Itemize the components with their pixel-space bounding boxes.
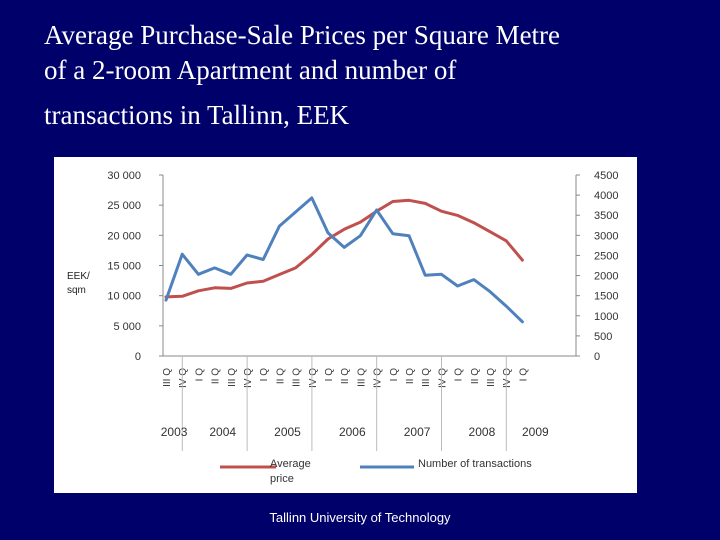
right-tick-label: 500 — [594, 331, 612, 343]
quarter-tick-label: II Q — [340, 368, 351, 384]
y-axis-label-line-2: sqm — [67, 285, 86, 296]
right-tick-label: 4500 — [594, 170, 618, 182]
footer-credit: Tallinn University of Technology — [269, 510, 451, 525]
quarter-tick-label: I Q — [518, 368, 529, 382]
left-tick-label: 10 000 — [107, 291, 141, 303]
year-label: 2007 — [404, 425, 431, 439]
quarter-tick-label: III Q — [292, 368, 303, 387]
legend-label-average-price-cont: price — [270, 473, 294, 485]
quarter-tick-label: III Q — [227, 368, 238, 387]
right-tick-label: 1000 — [594, 311, 618, 323]
title-line-3: transactions in Tallinn, EEK — [44, 100, 350, 130]
quarter-tick-label: I Q — [259, 368, 270, 382]
quarter-tick-label: I Q — [324, 368, 335, 382]
right-tick-label: 0 — [594, 351, 600, 363]
quarter-tick-label: IV Q — [178, 368, 189, 388]
quarter-tick-label: IV Q — [308, 368, 319, 388]
left-tick-label: 25 000 — [107, 200, 141, 212]
year-label: 2003 — [161, 425, 188, 439]
right-tick-label: 1500 — [594, 291, 618, 303]
year-label: 2008 — [469, 425, 496, 439]
left-tick-label: 5 000 — [113, 321, 141, 333]
slide-title: Average Purchase-Sale Prices per Square … — [44, 18, 704, 133]
quarter-tick-label: III Q — [486, 368, 497, 387]
quarter-tick-label: III Q — [421, 368, 432, 387]
right-tick-label: 3000 — [594, 230, 618, 242]
right-tick-label: 3500 — [594, 210, 618, 222]
right-tick-label: 2500 — [594, 250, 618, 262]
title-line-2: of a 2-room Apartment and number of — [44, 55, 457, 85]
transactions-line — [164, 196, 524, 324]
left-tick-label: 0 — [135, 351, 141, 363]
quarter-tick-label: III Q — [356, 368, 367, 387]
quarter-tick-label: II Q — [211, 368, 222, 384]
right-tick-label: 4000 — [594, 190, 618, 202]
title-line-1: Average Purchase-Sale Prices per Square … — [44, 20, 561, 50]
chart-area: 30 000 25 000 20 000 15 000 10 000 5 000 0 4500… — [54, 157, 637, 493]
left-tick-label: 15 000 — [107, 261, 141, 273]
quarter-tick-label: IV Q — [243, 368, 254, 388]
price-transactions-chart: 30 000 25 000 20 000 15 000 10 000 5 000 0 4500… — [67, 170, 618, 485]
year-label: 2009 — [522, 425, 549, 439]
quarter-tick-label: II Q — [275, 368, 286, 384]
left-tick-label: 20 000 — [107, 230, 141, 242]
year-label: 2006 — [339, 425, 366, 439]
quarter-tick-label: I Q — [454, 368, 465, 382]
quarter-tick-label: I Q — [389, 368, 400, 382]
quarter-tick-label: IV Q — [437, 368, 448, 388]
year-label: 2005 — [274, 425, 301, 439]
legend-label-average-price: Average — [270, 458, 311, 470]
quarter-tick-label: III Q — [162, 368, 173, 387]
quarter-tick-label: II Q — [470, 368, 481, 384]
quarter-tick-label: IV Q — [373, 368, 384, 388]
quarter-tick-label: I Q — [194, 368, 205, 382]
quarter-tick-label: II Q — [405, 368, 416, 384]
quarter-tick-label: IV Q — [502, 368, 513, 388]
year-label: 2004 — [209, 425, 236, 439]
average-price-line — [164, 198, 524, 299]
left-tick-label: 30 000 — [107, 170, 141, 182]
legend-label-transactions: Number of transactions — [418, 458, 532, 470]
right-tick-label: 2000 — [594, 271, 618, 283]
y-axis-label-line-1: EEK/ — [67, 271, 90, 282]
